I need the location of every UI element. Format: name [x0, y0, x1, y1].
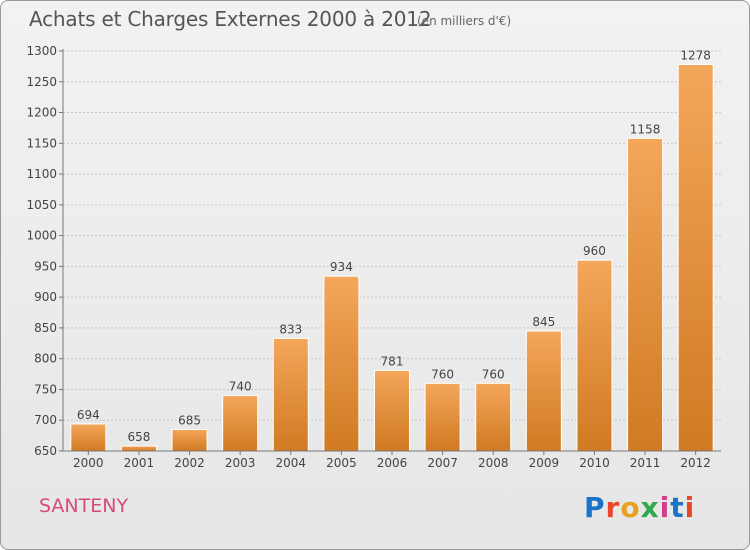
bar: [374, 369, 410, 452]
y-tick-label: 1100: [26, 167, 57, 181]
logo-letter: i: [659, 491, 671, 524]
bar: [475, 382, 512, 452]
chart-subtitle: (en milliers d'€): [417, 14, 512, 28]
x-tick-label: 2009: [529, 456, 560, 470]
y-tick-label: 1250: [26, 75, 57, 89]
y-tick-label: 1200: [26, 106, 57, 120]
x-tick-label: 2011: [630, 456, 661, 470]
y-tick-label: 1000: [26, 229, 57, 243]
logo-letter: r: [605, 491, 621, 524]
data-label: 658: [127, 430, 150, 444]
y-tick-label: 850: [34, 321, 57, 335]
logo-letter: o: [620, 491, 641, 524]
data-label: 934: [330, 260, 353, 274]
y-tick-label: 650: [34, 444, 57, 458]
bar: [576, 259, 613, 452]
proxiti-logo: Proxiti: [584, 491, 695, 524]
x-tick-label: 2010: [579, 456, 610, 470]
x-tick-label: 2004: [275, 456, 306, 470]
x-tick-label: 2003: [225, 456, 256, 470]
y-tick-label: 1300: [26, 44, 57, 58]
data-label: 960: [583, 244, 606, 258]
y-tick-label: 950: [34, 259, 57, 273]
x-tick-label: 2006: [377, 456, 408, 470]
y-tick-label: 700: [34, 413, 57, 427]
commune-name: SANTENY: [39, 495, 129, 517]
logo-letter: x: [640, 491, 660, 524]
y-tick-label: 1050: [26, 198, 57, 212]
bar: [171, 428, 208, 452]
y-tick-label: 750: [34, 382, 57, 396]
bar: [677, 64, 714, 452]
data-label: 781: [381, 354, 404, 368]
data-label: 694: [77, 408, 100, 422]
bar: [323, 275, 360, 452]
bar: [525, 330, 562, 452]
data-label: 685: [178, 413, 201, 427]
x-tick-label: 2005: [326, 456, 357, 470]
bar: [120, 445, 157, 452]
x-tick-label: 2012: [680, 456, 711, 470]
data-label: 845: [532, 315, 555, 329]
bar: [627, 137, 664, 452]
data-label: 760: [482, 367, 505, 381]
data-label: 833: [279, 322, 302, 336]
y-tick-label: 800: [34, 352, 57, 366]
bar: [424, 382, 461, 452]
logo-letter: i: [684, 491, 696, 524]
chart-title: Achats et Charges Externes 2000 à 2012: [29, 7, 432, 31]
logo-letter: t: [670, 491, 685, 524]
x-tick-label: 2002: [174, 456, 205, 470]
bar: [70, 423, 107, 452]
x-tick-label: 2008: [478, 456, 509, 470]
bar: [222, 395, 259, 452]
bar: [272, 337, 309, 452]
data-label: 760: [431, 367, 454, 381]
data-label: 1278: [680, 49, 711, 63]
data-label: 1158: [630, 122, 661, 136]
x-tick-label: 2007: [427, 456, 458, 470]
y-tick-label: 900: [34, 290, 57, 304]
y-tick-label: 1150: [26, 136, 57, 150]
data-label: 740: [229, 380, 252, 394]
x-tick-label: 2000: [73, 456, 104, 470]
x-tick-label: 2001: [124, 456, 155, 470]
logo-letter: P: [584, 491, 606, 524]
